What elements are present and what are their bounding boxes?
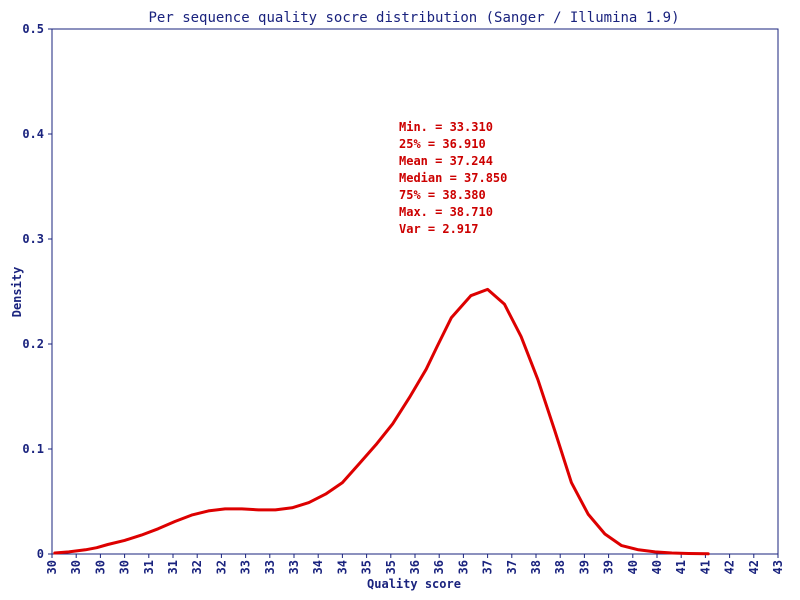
x-tick-label: 31 xyxy=(142,560,156,574)
stat-line: Var = 2.917 xyxy=(399,222,478,236)
chart-title: Per sequence quality socre distribution … xyxy=(148,10,679,26)
x-tick-label: 40 xyxy=(626,560,640,574)
y-axis: 0 0.1 0.2 0.3 0.4 0.5 xyxy=(22,22,52,561)
y-tick-label: 0 xyxy=(37,547,44,561)
x-tick-label: 35 xyxy=(384,560,398,574)
x-tick-label: 38 xyxy=(529,560,543,574)
x-tick-label: 34 xyxy=(335,560,349,574)
x-tick-label: 33 xyxy=(287,560,301,574)
x-axis: 30 30 30 30 31 31 32 32 33 33 33 34 34 35 35 36 36 36 37 37… xyxy=(45,554,785,574)
x-tick-label: 41 xyxy=(698,560,712,574)
x-tick-label: 38 xyxy=(553,560,567,574)
stat-line: Min. = 33.310 xyxy=(399,120,493,134)
x-tick-label: 30 xyxy=(45,560,59,574)
x-tick-label: 35 xyxy=(360,560,374,574)
x-tick-label: 37 xyxy=(505,560,519,574)
x-tick-label: 36 xyxy=(456,560,470,574)
x-tick-label: 32 xyxy=(214,560,228,574)
stat-line: Max. = 38.710 xyxy=(399,205,493,219)
stat-line: Median = 37.850 xyxy=(399,171,507,185)
y-tick-label: 0.4 xyxy=(22,127,44,141)
x-tick-label: 33 xyxy=(239,560,253,574)
y-tick-label: 0.2 xyxy=(22,337,44,351)
x-tick-label: 42 xyxy=(723,560,737,574)
summary-stats: Min. = 33.310 25% = 36.910 Mean = 37.244 Me… xyxy=(399,120,507,236)
x-tick-label: 30 xyxy=(69,560,83,574)
y-tick-label: 0.5 xyxy=(22,22,44,36)
stat-line: 25% = 36.910 xyxy=(399,137,486,151)
x-tick-label: 33 xyxy=(263,560,277,574)
stat-line: Mean = 37.244 xyxy=(399,154,493,168)
y-tick-label: 0.3 xyxy=(22,232,44,246)
x-tick-label: 43 xyxy=(771,560,785,574)
x-tick-label: 34 xyxy=(311,560,325,574)
x-tick-label: 30 xyxy=(118,560,132,574)
x-tick-label: 39 xyxy=(577,560,591,574)
stat-line: 75% = 38.380 xyxy=(399,188,486,202)
x-tick-label: 40 xyxy=(650,560,664,574)
x-tick-label: 31 xyxy=(166,560,180,574)
x-tick-label: 36 xyxy=(432,560,446,574)
x-tick-label: 42 xyxy=(747,560,761,574)
x-tick-label: 32 xyxy=(190,560,204,574)
y-axis-label: Density xyxy=(10,267,24,318)
x-tick-label: 36 xyxy=(408,560,422,574)
x-tick-label: 41 xyxy=(674,560,688,574)
density-series-line xyxy=(53,287,710,556)
plot-frame xyxy=(51,28,779,555)
x-axis-label: Quality score xyxy=(367,577,461,591)
x-tick-label: 30 xyxy=(93,560,107,574)
x-tick-label: 37 xyxy=(481,560,495,574)
x-tick-label: 39 xyxy=(602,560,616,574)
y-tick-label: 0.1 xyxy=(22,442,44,456)
